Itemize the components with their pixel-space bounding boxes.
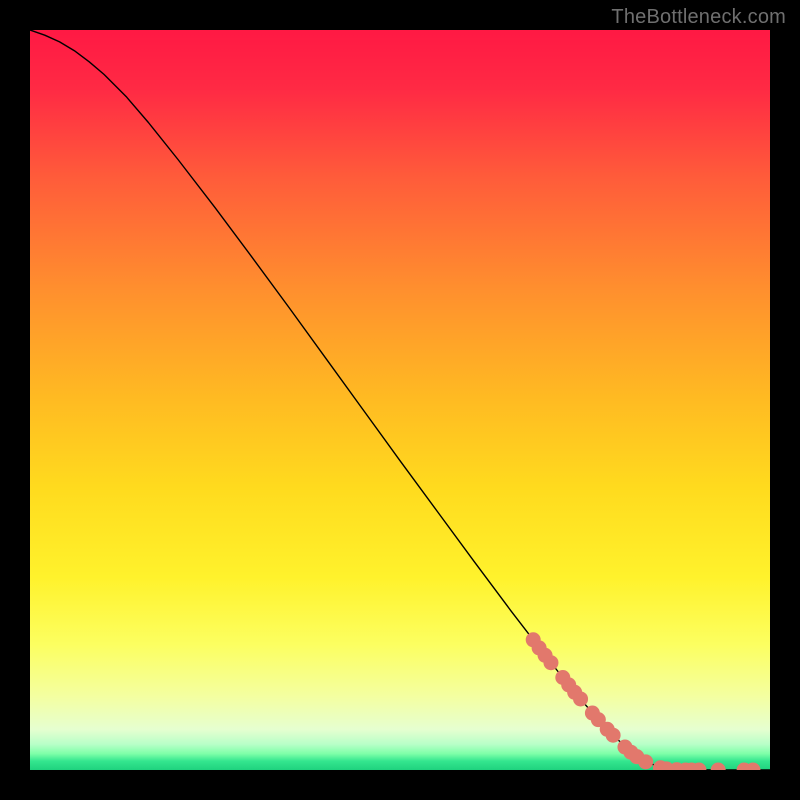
stage: TheBottleneck.com bbox=[0, 0, 800, 800]
data-marker bbox=[606, 728, 621, 743]
chart-background bbox=[30, 30, 770, 770]
chart-svg bbox=[30, 30, 770, 770]
data-marker bbox=[638, 754, 653, 769]
data-marker bbox=[573, 691, 588, 706]
data-marker bbox=[543, 655, 558, 670]
watermark-text: TheBottleneck.com bbox=[611, 6, 786, 29]
plot-area bbox=[30, 30, 770, 770]
